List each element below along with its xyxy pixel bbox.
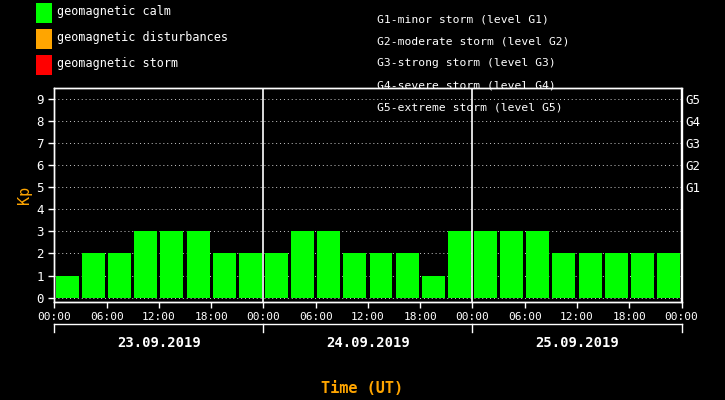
Text: Time (UT): Time (UT) [321,381,404,396]
Bar [82,254,105,298]
Bar [108,254,131,298]
Text: 23.09.2019: 23.09.2019 [117,336,201,350]
Bar [448,232,471,298]
Text: G5-extreme storm (level G5): G5-extreme storm (level G5) [377,102,563,112]
Text: G2-moderate storm (level G2): G2-moderate storm (level G2) [377,36,570,46]
Bar [422,276,444,298]
Bar [239,254,262,298]
Bar [605,254,628,298]
Bar [579,254,602,298]
Text: geomagnetic storm: geomagnetic storm [57,58,178,70]
Bar [318,232,340,298]
Text: geomagnetic disturbances: geomagnetic disturbances [57,32,228,44]
Bar [526,232,550,298]
Text: 25.09.2019: 25.09.2019 [535,336,619,350]
Bar [500,232,523,298]
Bar [370,254,392,298]
Bar [631,254,654,298]
Text: G4-severe storm (level G4): G4-severe storm (level G4) [377,80,556,90]
Text: 24.09.2019: 24.09.2019 [326,336,410,350]
Text: G3-strong storm (level G3): G3-strong storm (level G3) [377,58,556,68]
Bar [265,254,288,298]
Bar [56,276,79,298]
Bar [212,254,236,298]
Bar [160,232,183,298]
Bar [552,254,576,298]
Y-axis label: Kp: Kp [17,186,33,204]
Bar [396,254,418,298]
Bar [657,254,680,298]
Bar [344,254,366,298]
Text: G1-minor storm (level G1): G1-minor storm (level G1) [377,14,549,24]
Bar [474,232,497,298]
Bar [134,232,157,298]
Bar [186,232,210,298]
Text: geomagnetic calm: geomagnetic calm [57,6,170,18]
Bar [291,232,314,298]
